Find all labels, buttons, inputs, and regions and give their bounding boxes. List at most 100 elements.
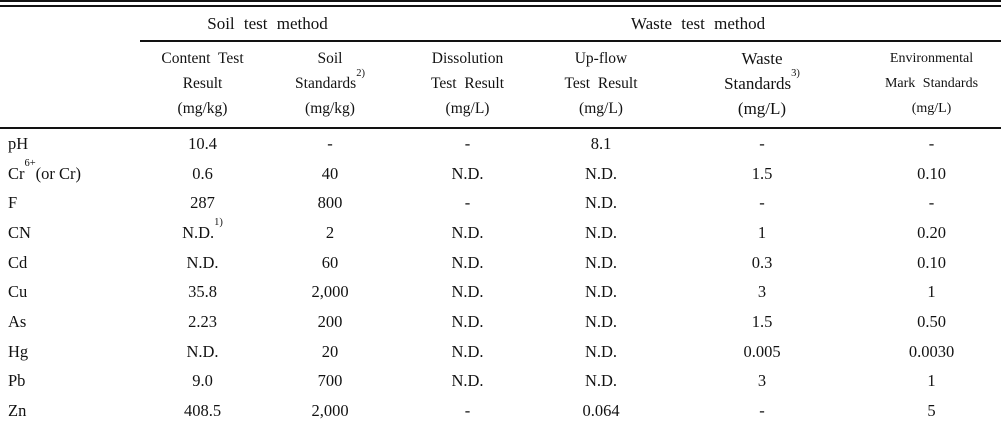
group-header-soil-test-method: Soil test method (140, 7, 395, 42)
cell-soil-standards: 800 (317, 193, 343, 213)
parameter-name: pH (8, 133, 29, 153)
cell-waste-standards: - (662, 426, 862, 430)
parameter-name: Pb (8, 371, 26, 391)
cell-soil-standards: 2,000 (311, 401, 349, 421)
cell-dissolution-test-result: - (464, 401, 471, 421)
cell-soil-standards: 2 (325, 222, 335, 242)
row-label: Cu (0, 277, 140, 307)
row-label: Cd (0, 248, 140, 278)
cell-content-test-result: 287 (140, 188, 265, 218)
cell-waste-standards: 3 (757, 371, 767, 391)
header-line: Test Result (395, 71, 540, 96)
header-line: Environmental (889, 51, 974, 66)
row-label: Hg (0, 337, 140, 367)
parameter-name: As (8, 311, 27, 331)
cell-content-test-result: 35.8 (140, 277, 265, 307)
cell-value: 35.8 (188, 282, 217, 302)
header-line: Waste (741, 49, 783, 68)
table-row-as: As 2.23 200 N.D. N.D. 1.5 0.50 (0, 307, 1001, 337)
cell-soil-standards: 60 (321, 252, 339, 272)
cell-environmental-mark-standards: 0.20 (917, 222, 946, 242)
cell-upflow-test-result: N.D. (584, 222, 618, 242)
cell-soil-standards: 2,000 (311, 282, 349, 302)
table-row-f: F 287 800 - N.D. - - (0, 188, 1001, 218)
cell-waste-standards: - (759, 193, 765, 213)
col-header-dissolution-test-result: Dissolution Test Result (mg/L) (395, 42, 540, 129)
cell-dissolution-test-result: N.D. (451, 222, 484, 242)
parameter-name: CN (8, 222, 31, 242)
header-unit: (mg/kg) (177, 100, 228, 117)
header-line: Result (140, 71, 265, 96)
cell-upflow-test-result: N.D. (584, 163, 618, 183)
header-unit: (mg/L) (579, 100, 623, 117)
header-line: Dissolution (431, 50, 504, 67)
cell-upflow-test-result: N.D. (584, 282, 618, 302)
parameter-name: Cu (8, 282, 28, 302)
col-header-soil-standards: Soil Standards2) (mg/kg) (265, 42, 395, 129)
cell-upflow-test-result: N.D. (540, 426, 662, 430)
table-row-hg: Hg N.D. 20 N.D. N.D. 0.005 0.0030 (0, 337, 1001, 367)
parameter-name: Zn (8, 401, 27, 421)
cell-environmental-mark-standards: - (928, 193, 935, 213)
cell-waste-standards: 3 (757, 282, 767, 302)
cell-environmental-mark-standards: 0.50 (917, 311, 946, 331)
cell-content-test-result: 408.5 (140, 396, 265, 426)
header-text: Test Result (564, 75, 638, 92)
cell-value: 0.6 (192, 163, 213, 183)
row-label: Pb (0, 367, 140, 397)
header-line: Content Test (161, 50, 244, 67)
cell-dissolution-test-result: - (395, 426, 540, 430)
cell-upflow-test-result: N.D. (584, 252, 618, 272)
cell-waste-standards: 0.005 (743, 341, 781, 361)
cell-content-test-result: N.D.1) (140, 218, 265, 248)
cell-environmental-mark-standards: 0.0030 (908, 341, 955, 361)
cell-content-test-result: N.D. (140, 337, 265, 367)
cell-dissolution-test-result: N.D. (451, 371, 484, 391)
group-header-waste-test-method: Waste test method (395, 7, 1001, 42)
table-row-zn: Zn 408.5 2,000 - 0.064 - 5 (0, 396, 1001, 426)
row-label: Zn (0, 396, 140, 426)
cell-soil-standards: 500 (265, 426, 395, 430)
footnote-marker: 2) (356, 67, 365, 79)
table-row-cu: Cu 35.8 2,000 N.D. N.D. 3 1 (0, 277, 1001, 307)
column-header-row: Content Test Result (mg/kg) Soil Standar… (0, 42, 1001, 129)
cell-value: 287 (190, 193, 215, 213)
cell-upflow-test-result: N.D. (584, 311, 618, 331)
header-unit: (mg/L) (911, 101, 952, 116)
cell-content-test-result: N.D. (140, 248, 265, 278)
cell-value: 2.23 (188, 311, 217, 331)
cell-dissolution-test-result: - (464, 133, 471, 153)
parameter-name: Cd (8, 252, 28, 272)
header-line: Up-flow (574, 50, 628, 67)
footnote-marker: 1) (214, 217, 223, 229)
table-row-cr: Cr6+(or Cr) 0.6 40 N.D. N.D. 1.5 0.10 (0, 158, 1001, 189)
cell-waste-standards: 1.5 (751, 311, 773, 331)
cell-waste-standards: 1.5 (751, 163, 773, 183)
header-text: Result (182, 75, 223, 92)
cell-upflow-test-result: 0.064 (582, 401, 620, 421)
row-label: Cr6+(or Cr) (0, 158, 140, 189)
cell-soil-standards: 700 (317, 371, 343, 391)
footnote-marker: 3) (791, 68, 800, 80)
cell-waste-standards: 1 (757, 222, 767, 242)
cell-upflow-test-result: 8.1 (590, 133, 612, 153)
header-text: Test Result (430, 75, 505, 92)
header-line: Mark Standards (862, 71, 1001, 96)
header-unit: (mg/L) (445, 100, 490, 117)
header-unit: (mg/L) (737, 99, 787, 118)
cell-environmental-mark-standards: - (928, 133, 935, 153)
corner-cell (0, 7, 140, 42)
cell-soil-standards: 40 (321, 163, 339, 183)
cell-content-test-result: 2.23 (140, 307, 265, 337)
cell-environmental-mark-standards: 1 (927, 371, 936, 391)
col-header-upflow-test-result: Up-flow Test Result (mg/L) (540, 42, 662, 129)
parameter-name: F (8, 193, 18, 213)
label-superscript: 6+ (24, 158, 36, 170)
table-row-cn: CN N.D.1) 2 N.D. N.D. 1 0.20 (0, 218, 1001, 248)
cell-waste-standards: 0.3 (751, 252, 773, 272)
cell-environmental-mark-standards: 0.10 (917, 163, 946, 183)
parameter-column-header (0, 42, 140, 129)
cell-dissolution-test-result: N.D. (451, 282, 484, 302)
col-header-content-test-result: Content Test Result (mg/kg) (140, 42, 265, 129)
